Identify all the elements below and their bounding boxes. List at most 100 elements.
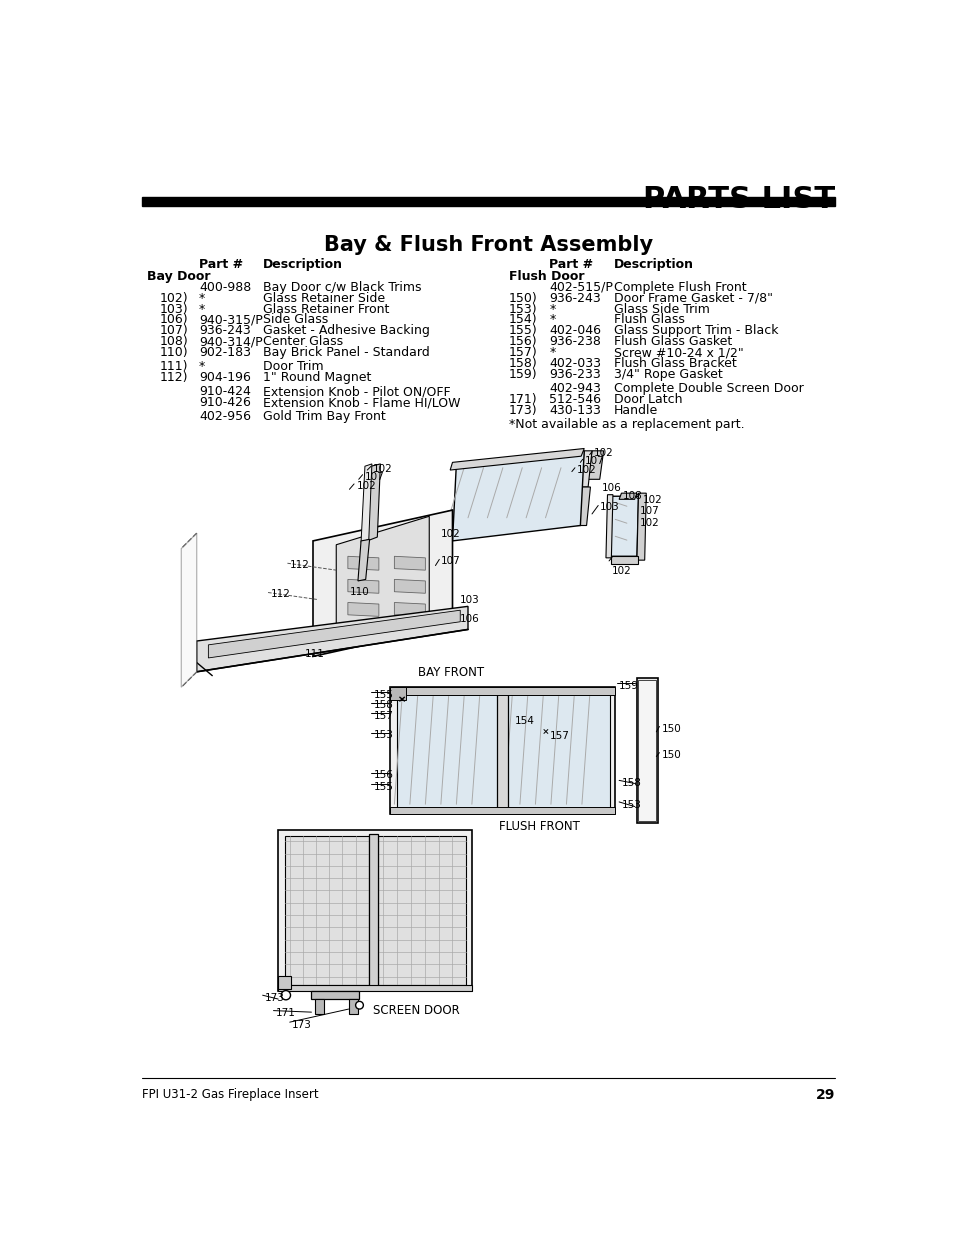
Text: 936-243: 936-243 — [549, 291, 600, 305]
Text: Glass Side Trim: Glass Side Trim — [613, 303, 709, 315]
Polygon shape — [637, 493, 645, 561]
Text: Gasket - Adhesive Backing: Gasket - Adhesive Backing — [262, 325, 429, 337]
Polygon shape — [278, 986, 472, 992]
Text: 107: 107 — [440, 556, 460, 567]
Polygon shape — [605, 495, 612, 558]
Polygon shape — [208, 610, 459, 658]
Text: Bay Door c/w Black Trims: Bay Door c/w Black Trims — [262, 280, 420, 294]
Text: 400-988: 400-988 — [199, 280, 251, 294]
Text: 112: 112 — [290, 561, 310, 571]
Text: 102: 102 — [577, 464, 597, 474]
Polygon shape — [377, 836, 465, 986]
Text: 402-515/P: 402-515/P — [549, 280, 613, 294]
Text: 112: 112 — [270, 589, 290, 599]
Text: Flush Glass Gasket: Flush Glass Gasket — [613, 336, 731, 348]
Text: 112): 112) — [159, 372, 188, 384]
Text: Flush Door: Flush Door — [509, 270, 584, 283]
Text: 110: 110 — [350, 587, 370, 597]
Text: 402-033: 402-033 — [549, 357, 600, 370]
Text: 173: 173 — [292, 1020, 312, 1030]
Text: *: * — [199, 303, 205, 315]
Text: 157): 157) — [509, 346, 537, 359]
Text: 102: 102 — [641, 495, 661, 505]
Text: 155): 155) — [509, 325, 537, 337]
Text: 904-196: 904-196 — [199, 372, 251, 384]
Text: 108: 108 — [622, 490, 642, 501]
Text: *Not available as a replacement part.: *Not available as a replacement part. — [509, 417, 744, 431]
Text: 156: 156 — [373, 771, 393, 781]
Text: 29: 29 — [815, 1088, 835, 1102]
Text: Flush Glass Bracket: Flush Glass Bracket — [613, 357, 736, 370]
Polygon shape — [314, 999, 323, 1014]
Circle shape — [355, 1002, 363, 1009]
Text: Complete Double Screen Door: Complete Double Screen Door — [613, 382, 802, 395]
Text: 102: 102 — [593, 448, 613, 458]
Polygon shape — [637, 678, 658, 823]
Polygon shape — [348, 556, 378, 571]
Text: 155: 155 — [373, 689, 393, 699]
Polygon shape — [357, 540, 369, 580]
Text: 102: 102 — [611, 567, 631, 577]
Text: PARTS LIST: PARTS LIST — [642, 185, 835, 214]
Polygon shape — [335, 516, 429, 647]
Polygon shape — [497, 692, 508, 810]
Text: 106): 106) — [159, 314, 188, 326]
Text: 158: 158 — [620, 778, 640, 788]
Circle shape — [281, 990, 291, 1000]
Text: 102: 102 — [356, 480, 375, 490]
Text: 402-943: 402-943 — [549, 382, 600, 395]
Polygon shape — [367, 464, 380, 541]
Text: 402-046: 402-046 — [549, 325, 600, 337]
Text: 107: 107 — [365, 472, 384, 482]
Polygon shape — [587, 451, 603, 479]
Polygon shape — [285, 836, 369, 986]
Bar — [142, 196, 835, 206]
Text: Extension Knob - Pilot ON/OFF: Extension Knob - Pilot ON/OFF — [262, 385, 450, 398]
Text: FPI U31-2 Gas Fireplace Insert: FPI U31-2 Gas Fireplace Insert — [142, 1088, 319, 1100]
Text: 1" Round Magnet: 1" Round Magnet — [262, 372, 371, 384]
Text: 150: 150 — [661, 751, 680, 761]
Polygon shape — [369, 834, 377, 988]
Polygon shape — [348, 999, 357, 1014]
Polygon shape — [450, 448, 583, 471]
Text: Part #: Part # — [549, 258, 593, 272]
Text: 159): 159) — [509, 368, 537, 382]
Polygon shape — [609, 496, 638, 556]
Text: 150): 150) — [509, 291, 537, 305]
Text: 107: 107 — [639, 506, 659, 516]
Text: 153: 153 — [620, 799, 640, 810]
Text: 430-133: 430-133 — [549, 404, 600, 417]
Text: FLUSH FRONT: FLUSH FRONT — [498, 820, 579, 832]
Polygon shape — [394, 603, 425, 616]
Text: 156): 156) — [509, 336, 537, 348]
Text: 106: 106 — [601, 483, 621, 493]
Text: 940-315/P: 940-315/P — [199, 314, 262, 326]
Text: Bay Door: Bay Door — [147, 270, 211, 283]
Polygon shape — [311, 992, 359, 999]
Polygon shape — [390, 687, 615, 814]
Text: 936-238: 936-238 — [549, 336, 600, 348]
Text: *: * — [199, 361, 205, 373]
Text: Screw #10-24 x 1/2": Screw #10-24 x 1/2" — [613, 346, 742, 359]
Text: 102): 102) — [159, 291, 188, 305]
Text: 157: 157 — [373, 711, 393, 721]
Text: 173: 173 — [265, 993, 285, 1003]
Text: Description: Description — [613, 258, 693, 272]
Text: 910-426: 910-426 — [199, 396, 251, 409]
Polygon shape — [396, 693, 498, 809]
Text: 111: 111 — [305, 648, 325, 658]
Text: 158: 158 — [373, 700, 393, 710]
Polygon shape — [576, 487, 590, 526]
Text: 173): 173) — [509, 404, 537, 417]
Text: 157: 157 — [550, 731, 570, 741]
Polygon shape — [506, 693, 609, 809]
Polygon shape — [579, 451, 592, 487]
Text: Extension Knob - Flame HI/LOW: Extension Knob - Flame HI/LOW — [262, 396, 459, 409]
Text: 171: 171 — [275, 1008, 295, 1019]
Text: Door Frame Gasket - 7/8": Door Frame Gasket - 7/8" — [613, 291, 772, 305]
Polygon shape — [278, 976, 291, 989]
Text: 111): 111) — [159, 361, 188, 373]
Text: 103: 103 — [599, 503, 618, 513]
Text: Bay & Flush Front Assembly: Bay & Flush Front Assembly — [324, 235, 653, 256]
Text: 153): 153) — [509, 303, 537, 315]
